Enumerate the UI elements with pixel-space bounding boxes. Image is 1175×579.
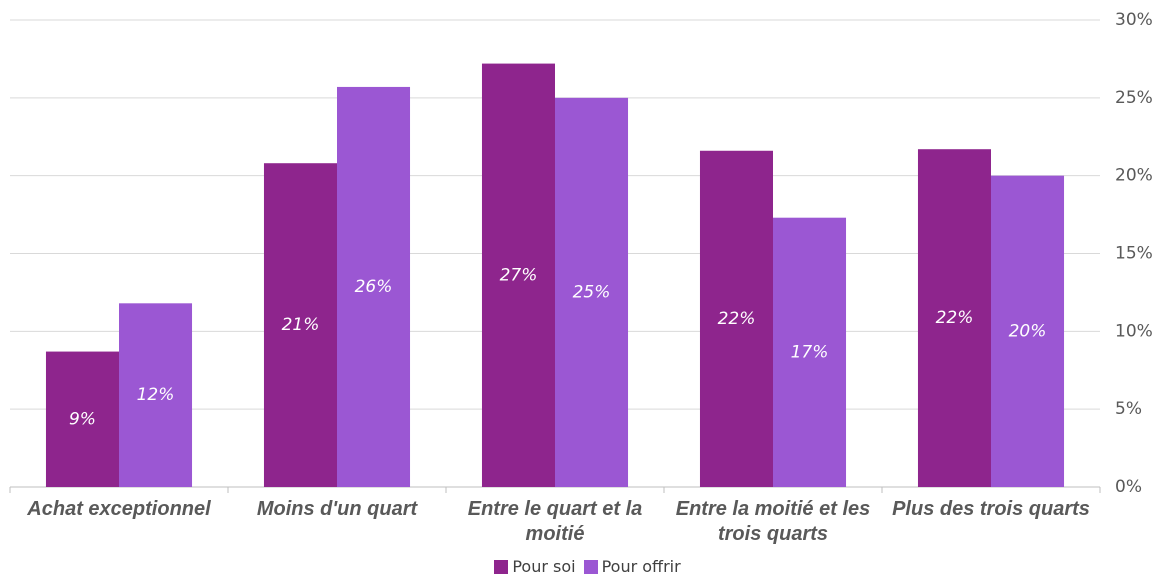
value-label: 21%: [282, 315, 320, 335]
bar: [773, 217, 847, 488]
x-tick-label: Moins d'un quart: [256, 498, 418, 520]
bar: [699, 150, 773, 487]
bar: [991, 175, 1065, 487]
x-tick-label: Entre la moitié et les trois quarts: [675, 498, 871, 545]
legend-item: Pour offrir: [583, 557, 681, 576]
legend-item: Pour soi: [494, 557, 576, 576]
legend-label: Pour offrir: [601, 557, 681, 576]
y-tick-label: 30%: [1115, 10, 1153, 30]
bar: [555, 97, 629, 487]
value-label: 25%: [573, 282, 611, 302]
y-tick-label: 15%: [1115, 244, 1153, 264]
bar: [337, 86, 411, 487]
legend-label: Pour soi: [512, 557, 576, 576]
x-tick-label: Plus des trois quarts: [892, 498, 1090, 520]
value-label: 22%: [936, 308, 974, 328]
x-tick-label: Achat exceptionnel: [27, 498, 211, 520]
value-label: 22%: [718, 309, 756, 329]
value-label: 9%: [69, 409, 96, 429]
value-label: 20%: [1009, 321, 1047, 341]
value-label: 17%: [791, 342, 829, 362]
y-tick-label: 10%: [1115, 321, 1153, 341]
legend-swatch: [583, 559, 598, 574]
value-label: 12%: [137, 385, 175, 405]
bar: [119, 303, 193, 487]
y-tick-label: 5%: [1115, 399, 1142, 419]
bar: [481, 63, 555, 487]
legend-swatch: [494, 559, 509, 574]
x-tick-label: Entre le quart et la moitié: [467, 498, 643, 545]
y-tick-label: 0%: [1115, 477, 1142, 497]
bar: [45, 351, 119, 487]
value-label: 27%: [500, 265, 538, 285]
y-tick-label: 25%: [1115, 88, 1153, 108]
bar: [917, 149, 991, 487]
value-label: 26%: [355, 277, 393, 297]
bar: [263, 163, 337, 488]
legend: Pour soi Pour offrir: [0, 557, 1175, 576]
y-tick-label: 20%: [1115, 166, 1153, 186]
